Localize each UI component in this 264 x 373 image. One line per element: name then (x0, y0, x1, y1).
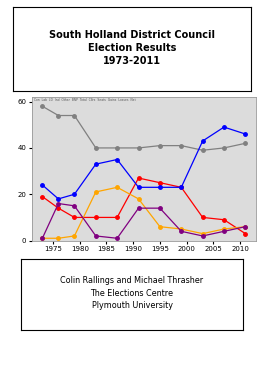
Text: Colin Rallings and Michael Thrasher
The Elections Centre
Plymouth University: Colin Rallings and Michael Thrasher The … (60, 276, 204, 310)
Text: South Holland District Council
Election Results
1973-2011: South Holland District Council Election … (49, 29, 215, 66)
Text: Con  Lab  LD  Ind  Other  BNP  Total  Cllrs  Seats  Gains  Losses  Net: Con Lab LD Ind Other BNP Total Cllrs Sea… (34, 98, 136, 102)
